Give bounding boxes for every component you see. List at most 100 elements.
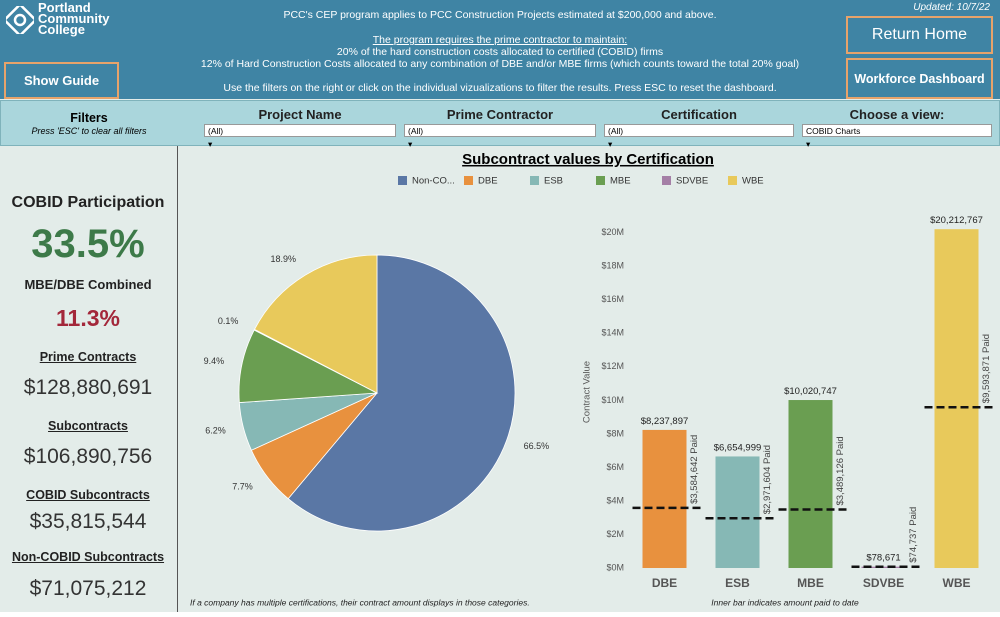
logo-line: College xyxy=(38,22,85,37)
bar xyxy=(715,456,760,568)
filter-bar: Filters Press 'ESC' to clear all filters… xyxy=(0,100,1000,149)
pie-label: 66.5% xyxy=(524,441,550,451)
legend-label: SDVBE xyxy=(676,176,708,187)
x-tick-label: DBE xyxy=(652,576,677,590)
kpi-value: 11.3% xyxy=(56,305,120,331)
return-home-button[interactable]: Return Home xyxy=(846,16,993,54)
dropdown-arrow: ▾ xyxy=(608,139,613,149)
dropdown[interactable]: COBID Charts ▾ xyxy=(802,124,992,149)
bar-value-label: $8,237,897 xyxy=(641,416,689,427)
bar xyxy=(788,400,833,568)
y-tick-label: $10M xyxy=(601,395,624,405)
paid-label: $2,971,604 Paid xyxy=(762,445,773,514)
instructions: Use the filters on the right or click on… xyxy=(223,82,777,94)
x-tick-label: MBE xyxy=(797,576,824,590)
bar-value-label: $78,671 xyxy=(866,553,900,564)
pie-label: 7.7% xyxy=(232,482,253,492)
pie-note: If a company has multiple certifications… xyxy=(190,597,530,607)
legend-swatch xyxy=(398,176,407,185)
kpi-label: COBID Participation xyxy=(11,194,165,211)
show-guide-button[interactable]: Show Guide xyxy=(4,62,119,99)
x-tick-label: WBE xyxy=(943,576,971,590)
footer-strip xyxy=(0,612,1000,617)
pie-slice xyxy=(250,392,378,500)
y-tick-label: $2M xyxy=(606,529,624,539)
kpi-label: Prime Contracts xyxy=(39,350,137,364)
kpi-label: MBE/DBE Combined xyxy=(24,277,152,292)
kpi-label: Subcontracts xyxy=(48,419,128,433)
x-tick-label: ESB xyxy=(725,576,750,590)
filters-hint: Press 'ESC' to clear all filters xyxy=(31,126,147,136)
legend-label: WBE xyxy=(742,176,764,187)
legend-label: Non-CO... xyxy=(412,176,455,187)
dropdown[interactable]: (All) ▾ xyxy=(404,124,596,149)
y-tick-label: $18M xyxy=(601,261,624,271)
pie-label: 0.1% xyxy=(218,316,239,326)
y-tick-label: $12M xyxy=(601,361,624,371)
pie-slice xyxy=(254,254,378,394)
bar-value-label: $6,654,999 xyxy=(714,442,762,453)
bar xyxy=(642,429,687,568)
header: Portland Community College PCC's CEP pro… xyxy=(0,0,1000,99)
y-tick-label: $4M xyxy=(606,495,624,505)
pie-label: 18.9% xyxy=(270,254,296,264)
paid-label: $3,489,126 Paid xyxy=(835,436,846,505)
y-axis-title: Contract Value xyxy=(582,361,593,423)
legend-label: ESB xyxy=(544,176,563,187)
bar xyxy=(934,229,979,568)
dropdown-arrow: ▾ xyxy=(208,139,213,149)
workforce-button[interactable]: Workforce Dashboard xyxy=(846,58,993,99)
divider xyxy=(177,146,178,612)
dropdown-arrow: ▾ xyxy=(408,139,413,149)
chart-title: Subcontract values by Certification xyxy=(462,151,714,168)
kpi-value: $106,890,756 xyxy=(23,445,153,468)
dropdown-label: Choose a view: xyxy=(849,107,945,122)
paid-label: $3,584,642 Paid xyxy=(689,435,700,504)
bar-value-label: $10,020,747 xyxy=(784,386,837,397)
requirement: 20% of the hard construction costs alloc… xyxy=(336,46,664,58)
legend-label: MBE xyxy=(610,176,631,187)
dropdown-label: Prime Contractor xyxy=(446,107,554,122)
bar-note: Inner bar indicates amount paid to date xyxy=(711,597,859,607)
x-tick-label: SDVBE xyxy=(863,576,904,590)
kpi-label: Non-COBID Subcontracts xyxy=(11,550,165,564)
updated: Updated: 10/7/22 xyxy=(913,2,990,13)
y-tick-label: $16M xyxy=(601,294,624,304)
dropdown-label: Project Name xyxy=(258,107,342,122)
paid-label: $9,593,871 Paid xyxy=(981,334,992,403)
legend-label: DBE xyxy=(478,176,498,187)
legend-swatch xyxy=(464,176,473,185)
kpi-value: $128,880,691 xyxy=(23,376,153,399)
y-tick-label: $20M xyxy=(601,227,624,237)
dropdown[interactable]: (All) ▾ xyxy=(604,124,794,149)
dropdown[interactable]: (All) ▾ xyxy=(204,124,396,149)
dropdown-arrow: ▾ xyxy=(806,139,811,149)
y-tick-label: $14M xyxy=(601,328,624,338)
legend-swatch xyxy=(530,176,539,185)
kpi-label: COBID Subcontracts xyxy=(26,488,150,502)
pie-slice xyxy=(238,329,379,403)
logo-text: Portland Community College xyxy=(38,0,110,37)
paid-label: $74,737 Paid xyxy=(908,507,919,563)
logo-line: Portland xyxy=(38,0,91,15)
pie-slice xyxy=(287,254,516,532)
kpi-value: $71,075,212 xyxy=(29,577,147,600)
pie-label: 9.4% xyxy=(204,356,225,366)
pie-slice xyxy=(238,392,378,451)
legend-swatch xyxy=(662,176,671,185)
bar-value-label: $20,212,767 xyxy=(930,215,983,226)
y-tick-label: $6M xyxy=(606,462,624,472)
legend-swatch xyxy=(596,176,605,185)
logo-icon xyxy=(6,6,34,34)
requirement-title: The program requires the prime contracto… xyxy=(372,34,628,46)
legend-swatch xyxy=(728,176,737,185)
dropdown-value: (All) xyxy=(608,126,624,136)
intro: PCC's CEP program applies to PCC Constru… xyxy=(283,9,717,21)
dropdown-value: COBID Charts xyxy=(806,126,861,136)
y-tick-label: $0M xyxy=(606,562,624,572)
y-tick-label: $8M xyxy=(606,428,624,438)
dropdown-value: (All) xyxy=(408,126,424,136)
dropdown-label: Certification xyxy=(661,107,737,122)
pie-slice xyxy=(253,328,378,394)
